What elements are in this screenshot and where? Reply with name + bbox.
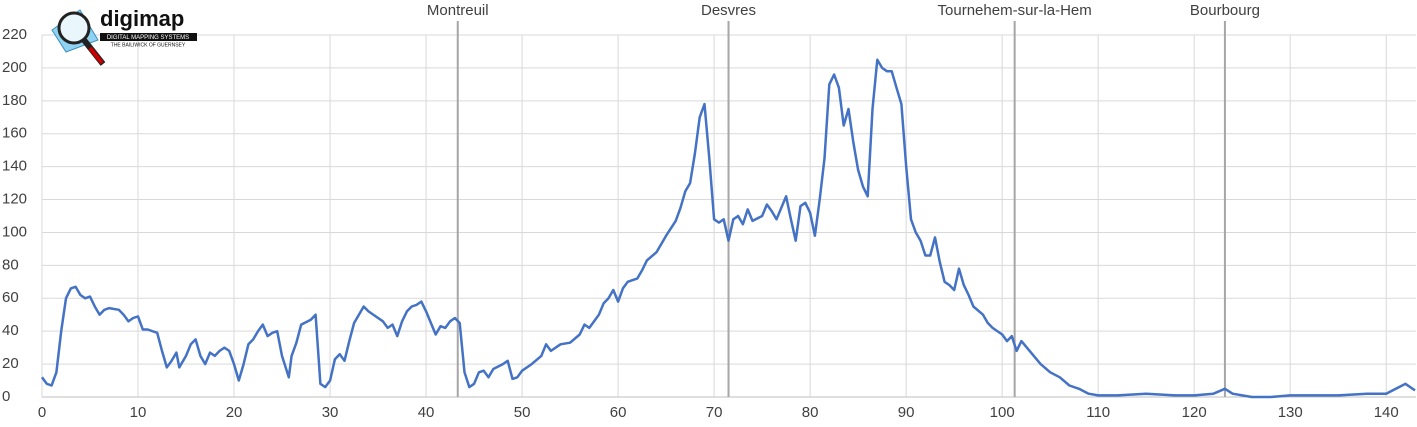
x-tick-label: 10: [130, 404, 147, 421]
annotation-label: Montreuil: [427, 2, 489, 19]
y-tick-label: 220: [2, 26, 27, 43]
logo-name: digimap: [100, 6, 184, 31]
x-tick-label: 30: [322, 404, 339, 421]
logo-band: [100, 33, 197, 41]
y-tick-label: 60: [2, 289, 19, 306]
x-tick-label: 120: [1182, 404, 1207, 421]
logo-handle-tip: [88, 46, 104, 65]
y-tick-label: 200: [2, 59, 27, 76]
x-tick-label: 20: [226, 404, 243, 421]
y-tick-label: 160: [2, 125, 27, 142]
y-tick-label: 0: [2, 388, 10, 405]
y-tick-label: 80: [2, 256, 19, 273]
x-tick-label: 100: [990, 404, 1015, 421]
logo-subtitle: THE BAILIWICK OF GUERNSEY: [111, 42, 186, 48]
y-tick-label: 40: [2, 322, 19, 339]
annotation-label: Desvres: [701, 2, 756, 19]
logo-lens: [57, 11, 91, 45]
x-tick-label: 70: [706, 404, 723, 421]
annotation-label: Tournehem-sur-la-Hem: [938, 2, 1092, 19]
y-tick-label: 180: [2, 92, 27, 109]
x-tick-label: 130: [1278, 404, 1303, 421]
x-tick-label: 0: [38, 404, 46, 421]
x-tick-label: 60: [610, 404, 627, 421]
x-tick-label: 40: [418, 404, 435, 421]
x-tick-label: 110: [1086, 404, 1110, 421]
x-tick-label: 80: [802, 404, 819, 421]
plot: 0 20 40 60 80 100 120 140 160 180 200 220 0 10 20 30 40 5…: [2, 2, 1416, 421]
y-tick-label: 20: [2, 355, 19, 372]
elevation-line: [40, 58, 1416, 399]
x-tick-label: 50: [514, 404, 531, 421]
logo-tagline: DIGITAL MAPPING SYSTEMS: [107, 35, 189, 41]
y-tick-label: 140: [2, 158, 27, 175]
x-tick-label: 90: [898, 404, 915, 421]
y-tick-label: 100: [2, 223, 27, 240]
y-tick-label: 120: [2, 191, 27, 208]
logo: digimap DIGITAL MAPPING SYSTEMS THE BAIL…: [51, 6, 197, 66]
x-tick-label: 140: [1374, 404, 1399, 421]
annotation-label: Bourbourg: [1190, 2, 1260, 19]
